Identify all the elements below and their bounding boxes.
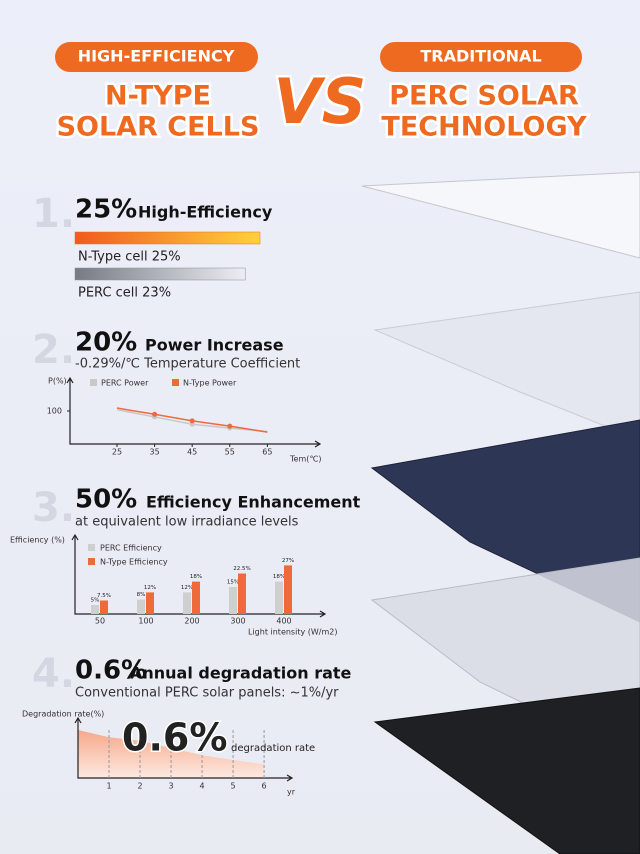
x-tick-label: 55 (225, 448, 235, 457)
bar (284, 565, 292, 614)
bar (74, 267, 246, 281)
headline-text: Power Increase (145, 336, 284, 355)
value-label: 18% (190, 574, 202, 580)
x-axis-label: Light intensity (W/m2) (248, 628, 337, 637)
x-tick-label: 200 (184, 617, 199, 626)
highlight: 0.6% (122, 716, 227, 760)
legend-label: PERC Power (101, 379, 149, 388)
value-label: 5% (91, 598, 100, 604)
headline: 0.6% (75, 656, 147, 686)
value-label: 7.5% (97, 593, 111, 599)
number: 2. (32, 327, 75, 373)
bar (100, 600, 108, 614)
title: SOLAR CELLS (57, 112, 260, 143)
x-tick-label: 45 (187, 448, 197, 457)
value-label: 12% (181, 585, 193, 591)
y-tick-label: 100 (47, 407, 62, 416)
x-tick-label: 400 (276, 617, 291, 626)
number: 1. (32, 191, 75, 237)
bar (275, 581, 283, 614)
bar (91, 605, 99, 614)
bar (146, 592, 154, 614)
section-1: 1. 25% High-Efficiency (32, 191, 273, 237)
badge (55, 42, 258, 72)
axis (74, 716, 294, 782)
x-tick-label: 3 (168, 782, 173, 791)
x-tick-label: 25 (112, 448, 122, 457)
x-tick-label: 1 (106, 782, 111, 791)
headline-text: Annual degradation rate (130, 664, 352, 683)
legend-swatch (88, 544, 95, 551)
panels (361, 171, 640, 854)
number: 3. (32, 485, 75, 531)
y-axis-label: Degradation rate(%) (22, 710, 104, 719)
bar (183, 592, 191, 614)
point (152, 411, 158, 417)
subtitle: at equivalent low irradiance levels (75, 515, 299, 530)
legend-label: N-Type Efficiency (100, 558, 168, 567)
bar (74, 231, 261, 245)
area (78, 730, 265, 778)
bar (192, 581, 200, 614)
point (189, 418, 195, 424)
badge (380, 42, 582, 72)
x-tick-label: 2 (137, 782, 142, 791)
x-tick-label: 50 (95, 617, 105, 626)
value-label: 15% (227, 580, 239, 586)
value-label: 22.5% (233, 566, 250, 572)
bar-label: N-Type cell 25% (78, 250, 181, 265)
number: 4. (32, 651, 75, 697)
badge-text: HIGH-EFFICIENCY (78, 47, 235, 66)
y-axis-label: P(%) (48, 377, 67, 386)
x-tick-label: 6 (262, 782, 267, 791)
x-tick-label: 100 (138, 617, 153, 626)
section-2: 2. 20% Power Increase -0.29%/℃ Temperatu… (32, 327, 300, 373)
section-3: 3. 50% Efficiency Enhancement at equival… (32, 485, 361, 532)
legend-swatch (172, 379, 179, 386)
headline: 25% (75, 195, 137, 225)
axis (66, 376, 322, 448)
x-tick-label: 5 (231, 782, 236, 791)
bar (229, 587, 237, 614)
point (227, 423, 233, 429)
x-axis-label: Tem(℃) (289, 455, 321, 464)
title: TECHNOLOGY (381, 112, 587, 143)
legend-label: N-Type Power (183, 379, 237, 388)
bar-label: PERC cell 23% (78, 286, 171, 301)
legend-swatch (90, 379, 97, 386)
legend-label: PERC Efficiency (100, 544, 162, 553)
x-tick-label: 4 (200, 782, 205, 791)
x-tick-label: 300 (230, 617, 245, 626)
value-label: 8% (137, 592, 146, 598)
vs: VS (274, 65, 367, 138)
value-label: 18% (273, 574, 285, 580)
bar (238, 573, 246, 614)
subtitle: -0.29%/℃ Temperature Coefficient (75, 357, 300, 372)
headline-text: Efficiency Enhancement (146, 493, 361, 512)
title: PERC SOLAR (389, 81, 579, 112)
badge-text: TRADITIONAL (420, 47, 541, 66)
section-4: 4. 0.6% Annual degradation rate Conventi… (32, 651, 352, 701)
headline-text: High-Efficiency (138, 203, 273, 222)
legend-swatch (88, 558, 95, 565)
x-axis-label: yr (287, 788, 296, 797)
x-tick-label: 35 (149, 448, 159, 457)
y-axis-label: Efficiency (%) (10, 536, 65, 545)
value-label: 27% (282, 558, 294, 564)
highlight-text: degradation rate (231, 743, 315, 754)
headline: 20% (75, 328, 137, 358)
x-tick-label: 65 (262, 448, 272, 457)
bar (137, 599, 145, 614)
header: HIGH-EFFICIENCY TRADITIONAL N-TYPE SOLAR… (54, 42, 590, 145)
value-label: 12% (144, 585, 156, 591)
title: N-TYPE (105, 81, 211, 112)
headline: 50% (75, 485, 137, 515)
subtitle: Conventional PERC solar panels: ~1%/yr (75, 686, 339, 701)
